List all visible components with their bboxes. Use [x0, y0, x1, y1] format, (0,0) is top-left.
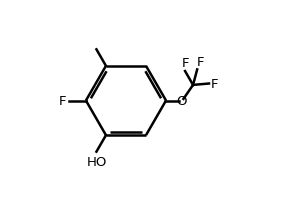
Text: F: F — [196, 56, 204, 68]
Text: F: F — [211, 78, 218, 90]
Text: F: F — [58, 95, 66, 107]
Text: O: O — [176, 95, 186, 107]
Text: HO: HO — [86, 155, 106, 168]
Text: F: F — [181, 57, 189, 70]
